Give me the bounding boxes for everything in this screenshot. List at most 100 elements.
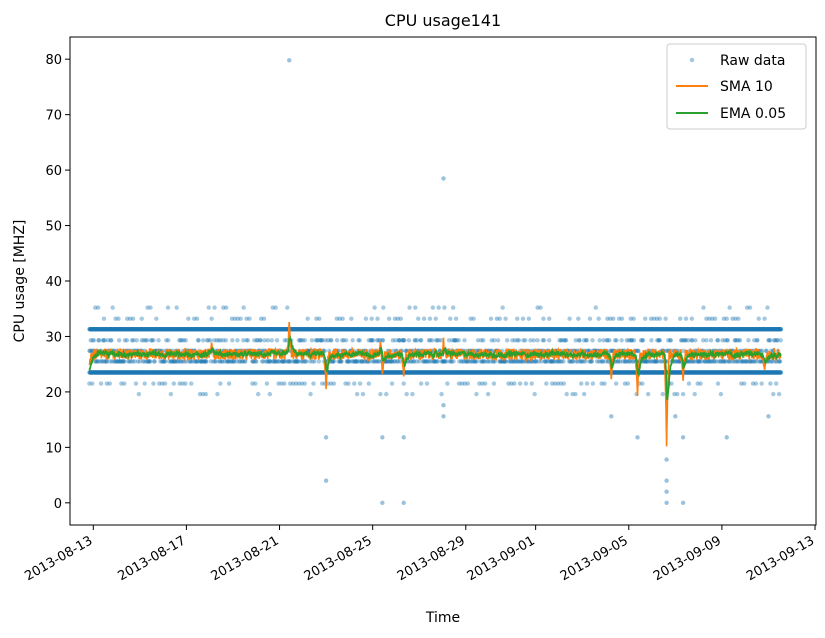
raw-data-point [448,316,453,321]
raw-data-point [122,359,127,364]
raw-data-point [273,305,278,310]
raw-data-point [110,327,116,332]
raw-data-point [118,359,123,364]
raw-data-point [156,338,161,343]
raw-data-point [133,370,138,375]
raw-data-point [130,359,135,364]
raw-data-point [92,327,97,332]
raw-data-point [87,370,93,375]
raw-data-point [584,338,589,343]
raw-data-point [223,338,229,343]
raw-data-point [91,370,96,375]
raw-data-point [118,359,124,364]
raw-data-point [686,381,692,386]
raw-data-point [125,370,130,375]
raw-data-point [611,316,616,321]
raw-data-point [107,327,112,332]
raw-data-point [99,327,105,332]
raw-data-point [218,381,223,386]
raw-data-point [357,338,362,343]
raw-data-point [100,359,105,364]
raw-data-point [581,391,587,397]
raw-data-point [401,381,406,386]
raw-data-point [354,391,360,397]
raw-data-point [166,338,171,343]
raw-data-point [104,370,110,375]
raw-data-point [133,327,138,332]
raw-data-point [109,370,114,375]
raw-data-point [105,327,111,332]
raw-data-point [104,370,110,375]
raw-data-point [421,316,427,321]
raw-data-point [97,327,102,332]
raw-data-point [93,370,98,375]
raw-data-point [130,316,136,321]
raw-data-point [113,327,118,332]
raw-data-point [371,338,376,343]
raw-data-point [102,370,108,375]
raw-data-point [614,338,619,343]
raw-data-point [136,370,141,375]
raw-data-point [117,327,122,332]
raw-data-point [90,327,95,332]
raw-data-point [95,327,101,332]
raw-data-point [128,370,133,375]
raw-data-point [129,338,135,343]
raw-data-point [238,316,243,321]
raw-data-point [97,359,102,364]
raw-data-point [308,391,313,397]
raw-data-point [453,316,459,321]
raw-data-point [597,338,602,343]
raw-data-point [174,305,179,310]
raw-data-point [105,370,111,375]
raw-data-point [120,359,125,364]
raw-data-point [104,370,109,375]
raw-data-point [189,381,194,386]
raw-data-point [131,327,136,332]
raw-data-point [122,327,127,332]
raw-data-point [122,338,128,343]
raw-data-point [106,370,112,375]
raw-data-point [515,316,520,321]
raw-data-point [162,359,168,364]
raw-data-point [89,348,94,354]
raw-data-point [117,327,123,332]
raw-data-point [112,370,118,375]
raw-data-point [265,338,271,343]
raw-data-point [100,370,105,375]
raw-data-point [113,316,118,321]
raw-data-point [129,327,135,332]
raw-data-point [619,338,624,343]
raw-data-point [112,327,117,332]
raw-data-point [183,381,188,386]
raw-data-point [102,327,107,332]
raw-data-point [113,370,118,375]
raw-data-point [109,327,115,332]
raw-data-point [516,338,522,343]
raw-data-point [87,348,92,354]
raw-data-point [381,305,386,310]
raw-data-point [104,381,110,386]
raw-data-point [124,338,130,343]
raw-data-point [114,370,120,375]
raw-data-point [135,327,140,332]
raw-data-point [430,305,436,310]
raw-data-point [133,327,138,332]
raw-data-point [108,370,113,375]
raw-data-point [128,327,133,332]
raw-data-point [113,359,119,364]
raw-data-point [105,327,110,332]
raw-data-point [492,338,497,343]
raw-data-point [625,381,631,386]
raw-data-point [531,338,536,343]
raw-data-point [579,381,584,386]
raw-data-point [102,370,107,375]
raw-data-point [235,338,240,343]
raw-data-point [331,381,337,386]
raw-data-point [115,370,120,375]
raw-data-point [96,338,102,343]
raw-data-point [389,381,395,386]
raw-data-point [369,316,374,321]
raw-data-point [316,359,322,364]
raw-data-point [209,316,214,321]
